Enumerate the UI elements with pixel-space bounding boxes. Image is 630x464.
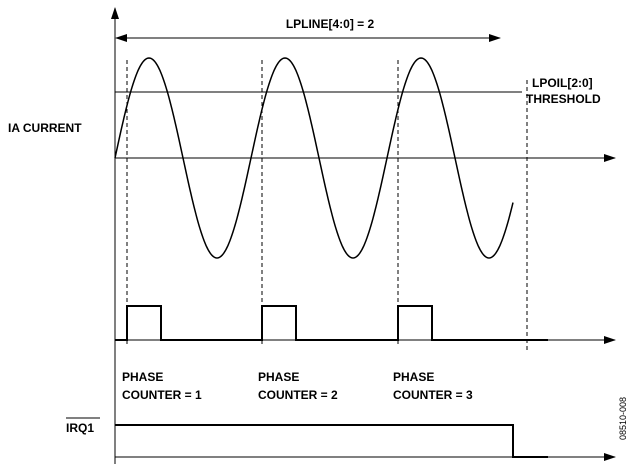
- irq-label: IRQ1: [66, 421, 94, 435]
- threshold-label: THRESHOLD: [526, 92, 601, 106]
- counter-line2: COUNTER = 3: [393, 388, 473, 402]
- signal-label: IA CURRENT: [8, 121, 82, 135]
- irq-signal: [115, 424, 548, 458]
- counter-line1: PHASE: [122, 370, 163, 384]
- counter-line1: PHASE: [258, 370, 299, 384]
- figure-id: 08510-008: [618, 397, 628, 440]
- sine-wave: [114, 57, 514, 259]
- counter-line2: COUNTER = 2: [258, 388, 338, 402]
- dashed-markers: [126, 60, 528, 352]
- threshold-reg-label: LPOIL[2:0]: [532, 76, 593, 90]
- counter-line1: PHASE: [393, 370, 434, 384]
- counter-labels: PHASE COUNTER = 1 PHASE COUNTER = 2 PHASE COU…: [122, 370, 473, 402]
- counter-line2: COUNTER = 1: [122, 388, 202, 402]
- period-label: LPLINE[4:0] = 2: [286, 17, 375, 31]
- pulse-signal: [115, 305, 548, 341]
